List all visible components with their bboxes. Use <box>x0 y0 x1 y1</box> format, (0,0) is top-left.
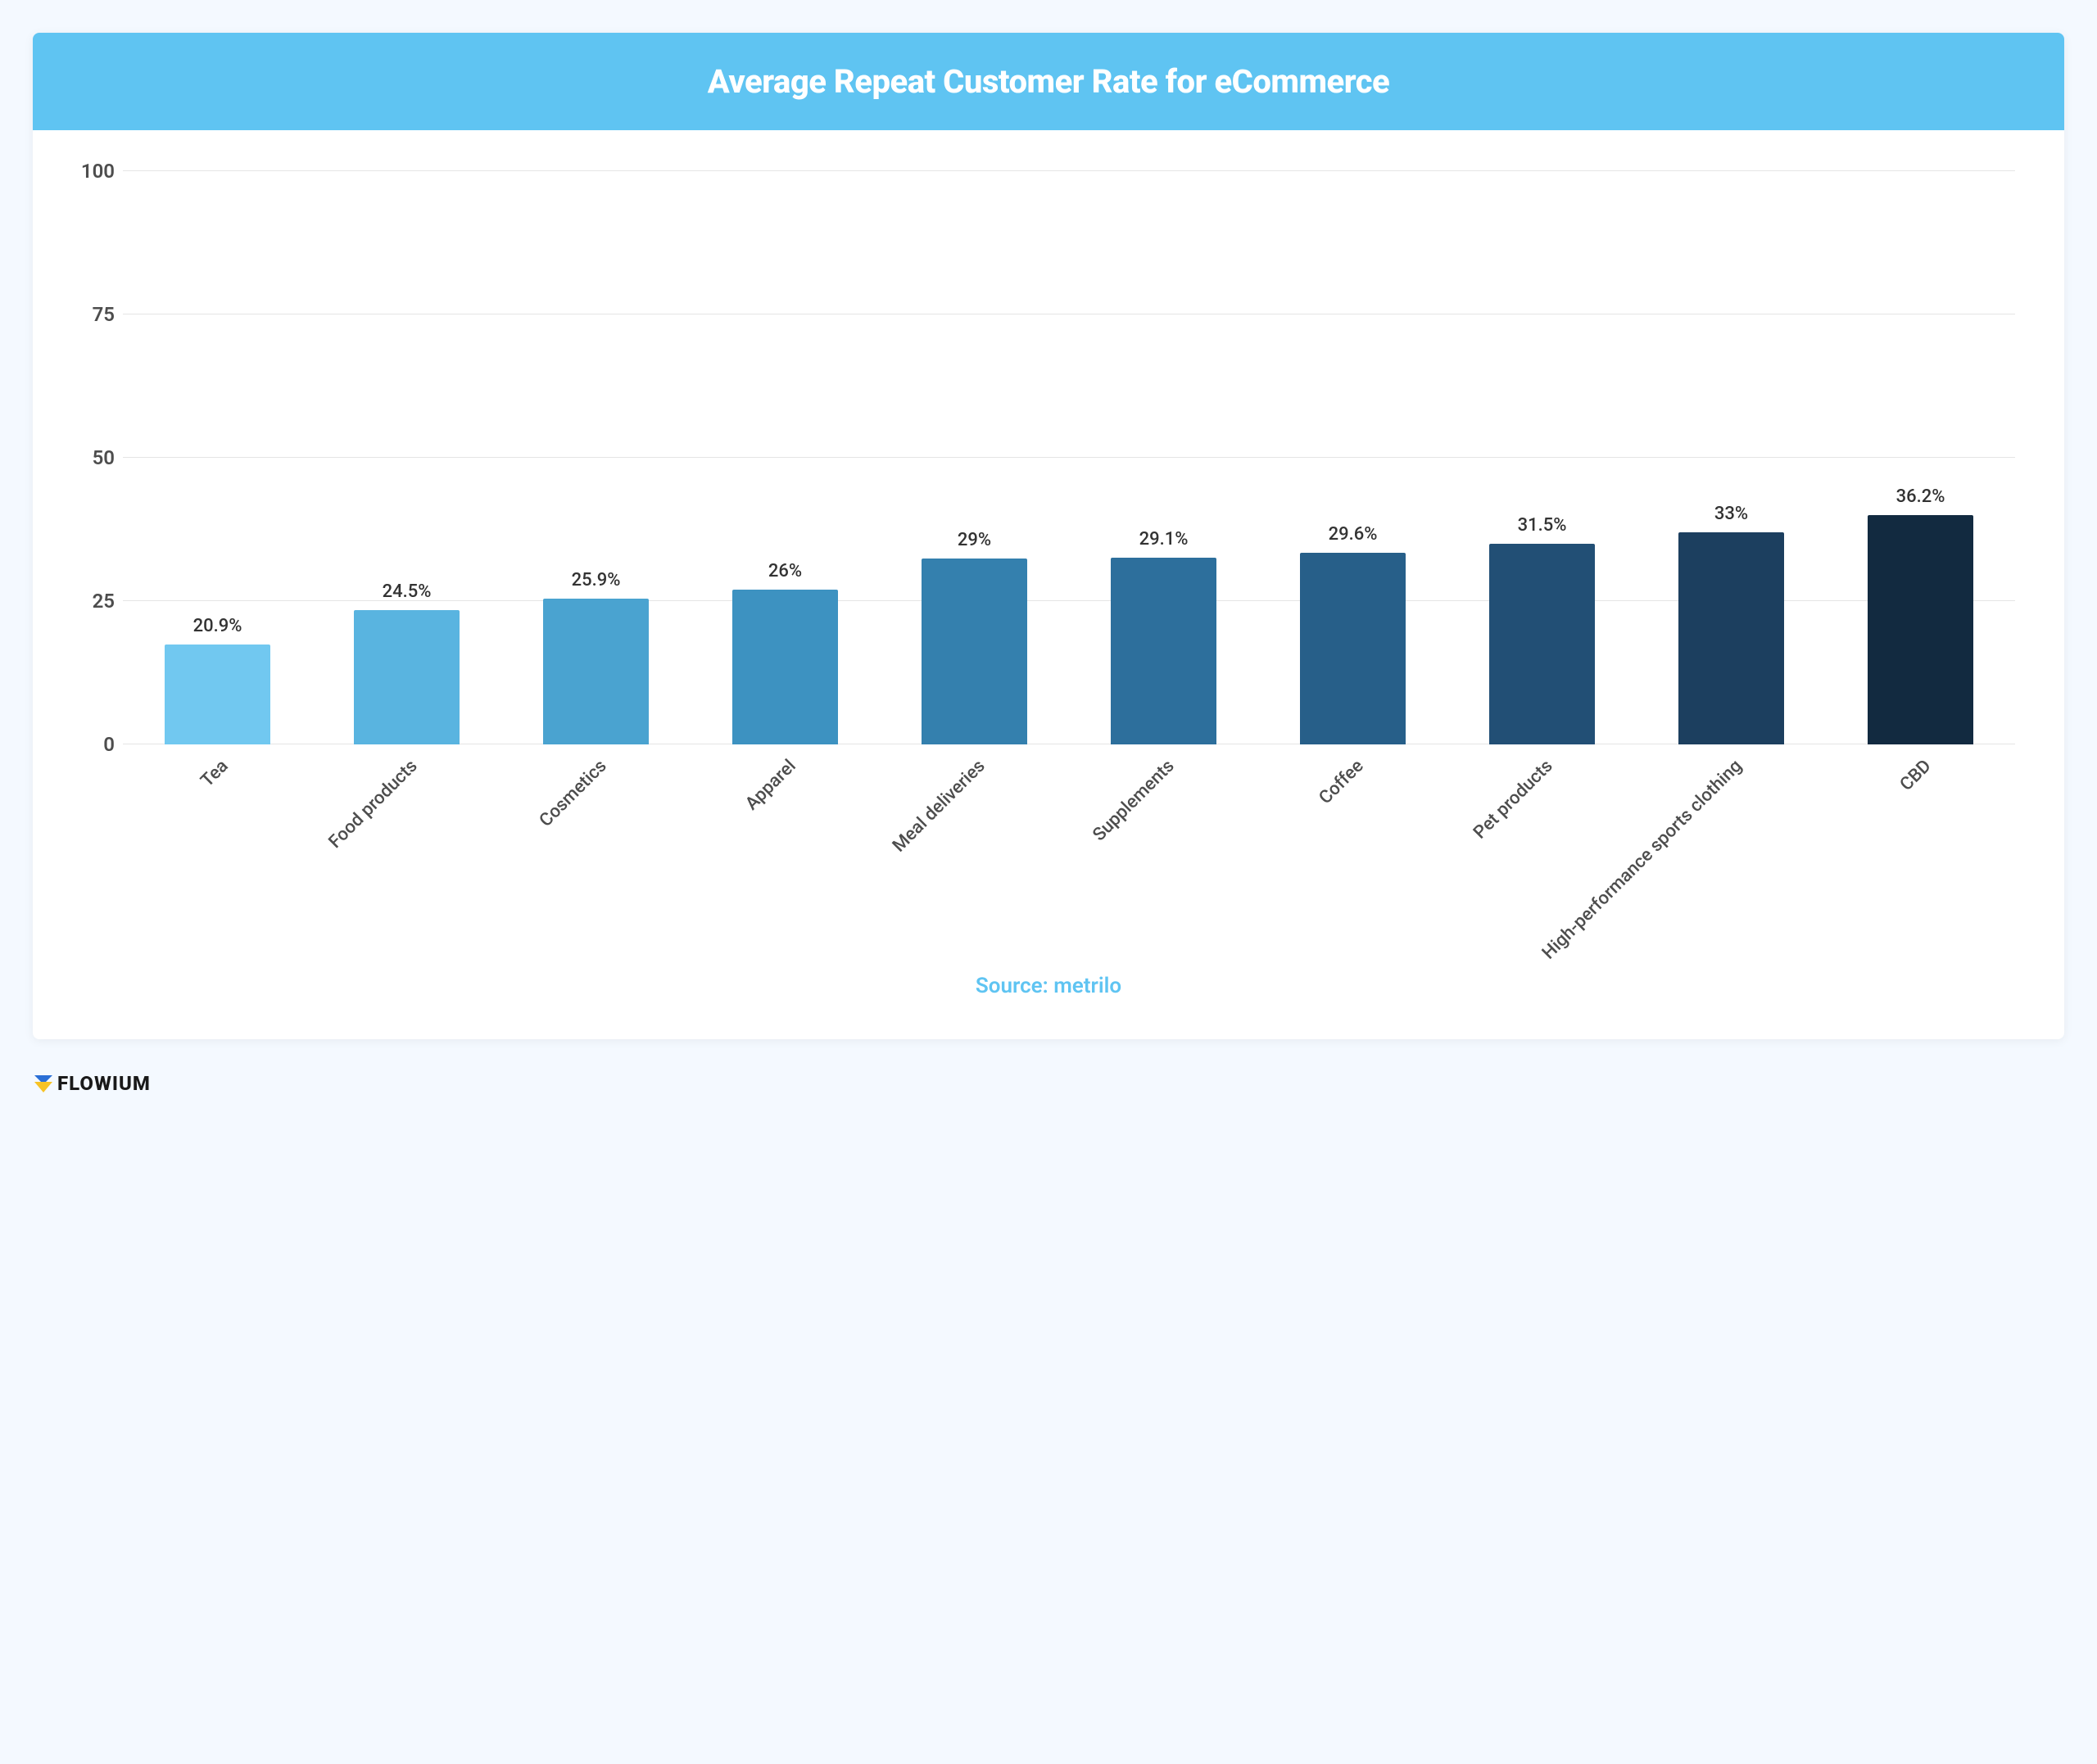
bar-slot: 29.1% <box>1069 171 1258 744</box>
x-label-slot: Pet products <box>1447 744 1637 966</box>
x-label-slot: Cosmetics <box>501 744 691 966</box>
bar-value-label: 24.5% <box>383 581 432 602</box>
bar-value-label: 29.6% <box>1329 524 1378 545</box>
y-tick-label: 50 <box>74 446 115 469</box>
y-tick-label: 100 <box>74 160 115 183</box>
bar-value-label: 29.1% <box>1139 529 1189 550</box>
x-label-slot: High-performance sports clothing <box>1637 744 1826 966</box>
bar-value-label: 25.9% <box>572 570 621 590</box>
bar-slot: 24.5% <box>312 171 501 744</box>
x-label-slot: Supplements <box>1069 744 1258 966</box>
bar <box>1678 532 1784 744</box>
bar-value-label: 31.5% <box>1518 515 1567 536</box>
y-tick-label: 75 <box>74 303 115 326</box>
bar <box>165 645 270 745</box>
source-name: metrilo <box>1053 974 1121 998</box>
chart-title: Average Repeat Customer Rate for eCommer… <box>33 33 2064 130</box>
brand-logo: FLOWIUM <box>33 1072 2064 1095</box>
x-label-slot: Coffee <box>1258 744 1447 966</box>
bar-slot: 25.9% <box>501 171 691 744</box>
source-prefix: Source: <box>976 974 1053 998</box>
x-label-slot: Food products <box>312 744 501 966</box>
bar-value-label: 20.9% <box>193 616 242 636</box>
x-label-slot: CBD <box>1826 744 2015 966</box>
bar-value-label: 36.2% <box>1896 486 1945 507</box>
bar-slot: 29% <box>880 171 1069 744</box>
bar <box>922 559 1027 745</box>
chart-card: Average Repeat Customer Rate for eCommer… <box>33 33 2064 1039</box>
bar-slot: 20.9% <box>123 171 312 744</box>
source-line: Source: metrilo <box>74 966 2023 1023</box>
x-label-slot: Apparel <box>691 744 880 966</box>
x-label-slot: Tea <box>123 744 312 966</box>
bars-container: 20.9% 24.5% 25.9% 26% 29% 29.1% 29.6% 31.5% 33% 3… <box>123 171 2015 744</box>
chart-area: 0 25 50 75 100 20.9% 24.5% 25.9% 26% 29% 29.1% 29.6… <box>33 130 2064 1039</box>
y-tick-label: 25 <box>74 590 115 613</box>
bar-value-label: 33% <box>1714 504 1748 524</box>
x-label-slot: Meal deliveries <box>880 744 1069 966</box>
bar-slot: 33% <box>1637 171 1826 744</box>
bar <box>1489 544 1595 744</box>
bar <box>1300 553 1406 745</box>
bar <box>1111 558 1216 744</box>
bar-slot: 26% <box>691 171 880 744</box>
bar-value-label: 26% <box>768 561 802 581</box>
bar-slot: 29.6% <box>1258 171 1447 744</box>
brand-name: FLOWIUM <box>57 1072 151 1095</box>
brand-icon <box>33 1073 54 1094</box>
x-axis-labels: TeaFood productsCosmeticsApparelMeal del… <box>123 744 2015 966</box>
bar-value-label: 29% <box>958 530 991 550</box>
y-tick-label: 0 <box>74 733 115 756</box>
bar-slot: 31.5% <box>1447 171 1637 744</box>
plot-area: 025507510020.9%24.5%25.9%26%29%29.1%29.6… <box>123 171 2015 744</box>
